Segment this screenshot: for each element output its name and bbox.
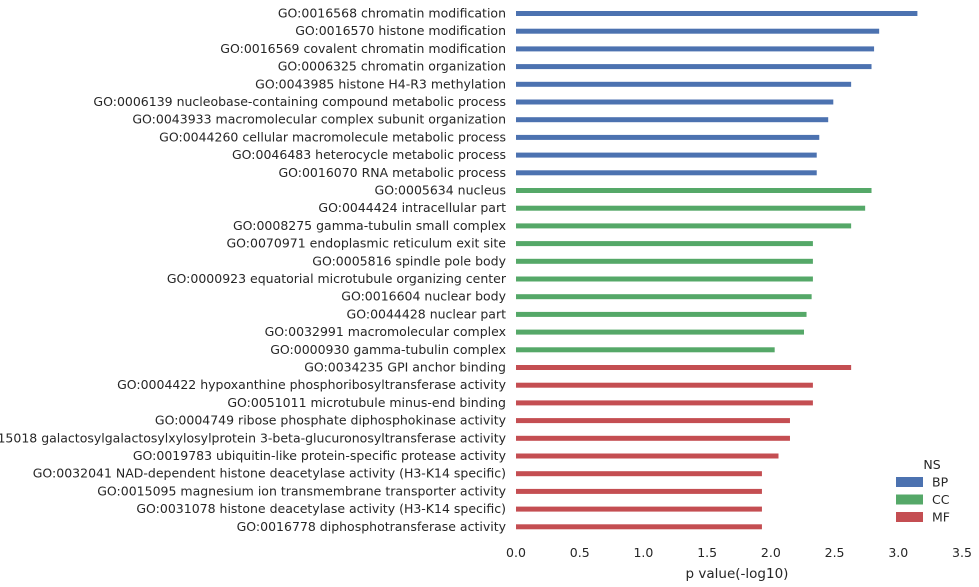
category-label: GO:0005634 nucleus: [375, 183, 506, 198]
x-tick-label: 1.0: [633, 545, 653, 560]
x-tick-labels: 0.0 0.5 1.0 1.5 2.0 2.5 3.0 3.5: [506, 545, 972, 560]
bars-group: [516, 11, 918, 530]
bar-bp: [516, 152, 817, 158]
bar-mf: [516, 524, 762, 530]
category-label: GO:0006139 nucleobase-containing compoun…: [93, 94, 506, 109]
bar-mf: [516, 382, 813, 388]
x-axis-title: p value(-log10): [686, 566, 789, 582]
category-label: GO:0016570 histone modification: [295, 23, 506, 38]
bar-cc: [516, 241, 813, 247]
legend: NS BP CC MF: [896, 457, 950, 525]
category-label: GO:0034235 GPI anchor binding: [304, 360, 506, 375]
bar-bp: [516, 64, 872, 70]
bar-bp: [516, 46, 875, 52]
category-label: GO:0016568 chromatin modification: [278, 6, 506, 21]
category-label: GO:0044260 cellular macromolecule metabo…: [159, 129, 506, 144]
category-label: GO:0044428 nuclear part: [347, 306, 507, 321]
legend-label-bp: BP: [932, 475, 949, 490]
x-tick-label: 0.0: [506, 545, 526, 560]
bar-cc: [516, 276, 813, 282]
category-label: GO:0032041 NAD-dependent histone deacety…: [33, 466, 506, 481]
category-labels: GO:0016568 chromatin modification GO:0016…: [0, 6, 507, 534]
category-label: GO:0046483 heterocycle metabolic process: [232, 147, 506, 162]
bar-bp: [516, 11, 918, 16]
bar-cc: [516, 311, 807, 317]
bar-mf: [516, 488, 762, 494]
category-label: GO:0016604 nuclear body: [341, 289, 506, 304]
category-label: GO:0006325 chromatin organization: [278, 59, 506, 74]
bar-cc: [516, 205, 866, 211]
x-tick-label: 2.0: [761, 545, 781, 560]
bar-cc: [516, 188, 872, 193]
category-label: GO:0043985 histone H4-R3 methylation: [255, 76, 506, 91]
legend-label-cc: CC: [932, 492, 950, 507]
bar-cc: [516, 294, 812, 300]
category-label: GO:0019783 ubiquitin-like protein-specif…: [133, 448, 507, 463]
category-label: GO:0000930 gamma-tubulin complex: [270, 342, 506, 357]
bar-bp: [516, 134, 820, 140]
bar-bp: [516, 81, 852, 87]
x-tick-label: 3.5: [952, 545, 972, 560]
legend-title: NS: [923, 457, 940, 472]
category-label: GO:0004749 ribose phosphate diphosphokin…: [155, 413, 507, 428]
legend-swatch-cc: [896, 494, 923, 505]
category-label: GO:0016070 RNA metabolic process: [278, 165, 506, 180]
category-label: GO:0000923 equatorial microtubule organi…: [167, 271, 507, 286]
x-tick-label: 3.0: [888, 545, 908, 560]
bar-cc: [516, 223, 852, 229]
bar-mf: [516, 453, 779, 459]
bar-mf: [516, 418, 790, 424]
bar-cc: [516, 258, 813, 264]
bar-bp: [516, 99, 834, 105]
bar-cc: [516, 347, 775, 353]
category-label: GO:0032991 macromolecular complex: [265, 324, 506, 339]
category-label: GO:0043933 macromolecular complex subuni…: [132, 112, 506, 127]
category-label: GO:0016569 covalent chromatin modificati…: [220, 41, 506, 56]
bar-mf: [516, 400, 813, 406]
x-tick-label: 2.5: [825, 545, 845, 560]
bar-mf: [516, 365, 852, 370]
bar-bp: [516, 28, 880, 34]
legend-label-mf: MF: [932, 510, 950, 525]
category-label: GO:0051011 microtubule minus-end binding: [227, 395, 506, 410]
bar-mf: [516, 435, 790, 441]
category-label: GO:0070971 endoplasmic reticulum exit si…: [227, 236, 507, 251]
legend-swatch-bp: [896, 477, 923, 487]
category-label: GO:0005816 spindle pole body: [312, 253, 506, 268]
legend-swatch-mf: [896, 512, 923, 522]
x-tick-label: 1.5: [697, 545, 717, 560]
bar-cc: [516, 329, 804, 335]
category-label: GO:0031078 histone deacetylase activity …: [136, 501, 506, 516]
category-label: GO:0044424 intracellular part: [318, 200, 506, 215]
category-label: GO:0004422 hypoxanthine phosphoribosyltr…: [117, 377, 507, 392]
x-tick-label: 0.5: [570, 545, 590, 560]
bar-mf: [516, 506, 762, 512]
bar-bp: [516, 170, 817, 176]
category-label: GO:0015095 magnesium ion transmembrane t…: [97, 483, 506, 498]
bar-bp: [516, 117, 829, 123]
category-label: GO:0016778 diphosphotransferase activity: [237, 519, 507, 534]
category-label: GO:0008275 gamma-tubulin small complex: [233, 218, 506, 233]
bar-mf: [516, 471, 762, 477]
category-label: GO:0015018 galactosylgalactosylxylosylpr…: [0, 430, 507, 445]
